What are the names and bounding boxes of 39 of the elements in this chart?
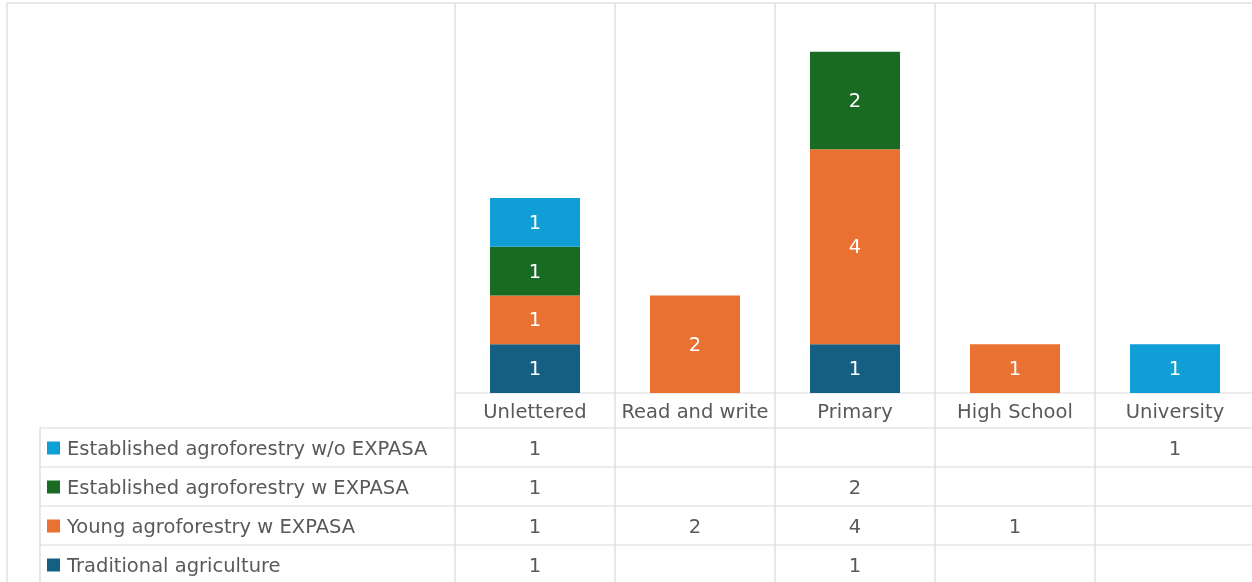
- annotation: 1: [528, 259, 542, 283]
- annotation: 2: [688, 332, 702, 356]
- x-tick-label: Read and write: [621, 400, 769, 423]
- bar: [970, 344, 1060, 393]
- annotation: 2: [848, 89, 862, 112]
- bar: [490, 198, 580, 247]
- legend-label: Traditional agriculture: [66, 554, 281, 577]
- x-tick-label: Primary: [817, 400, 893, 423]
- x-tick-label: University: [1125, 400, 1225, 423]
- data-label: 1: [1008, 515, 1022, 538]
- bar: [490, 246, 580, 296]
- annotation: 1: [528, 210, 542, 234]
- bar: [490, 344, 580, 393]
- data-label: 1: [528, 437, 542, 460]
- annotation: 1: [528, 308, 542, 332]
- x-tick-label: High School: [957, 400, 1073, 423]
- annotation: 1: [528, 357, 542, 381]
- data-label: 1: [528, 476, 542, 499]
- data-label: 1: [848, 554, 862, 577]
- legend-label: Young agroforestry w EXPASA: [66, 515, 356, 538]
- bar: [1130, 344, 1220, 393]
- annotation: 1: [848, 357, 862, 381]
- legend-label: Established agroforestry w EXPASA: [67, 476, 410, 499]
- bar: [650, 295, 740, 393]
- data-label: 2: [688, 515, 702, 538]
- bar: [810, 51, 900, 150]
- data-label: 1: [528, 554, 542, 577]
- data-label: 4: [848, 515, 862, 538]
- annotation: 1: [1168, 357, 1182, 381]
- bar: [490, 295, 580, 345]
- bar: [810, 344, 900, 393]
- bar: [810, 149, 900, 345]
- annotation: 4: [848, 235, 862, 259]
- x-tick-label: Unlettered: [483, 400, 587, 423]
- annotation: 1: [1008, 357, 1022, 381]
- data-label: 1: [528, 515, 542, 538]
- legend-label: Established agroforestry w/o EXPASA: [67, 437, 429, 460]
- data-label: 2: [848, 476, 862, 499]
- data-label: 1: [1168, 437, 1182, 460]
